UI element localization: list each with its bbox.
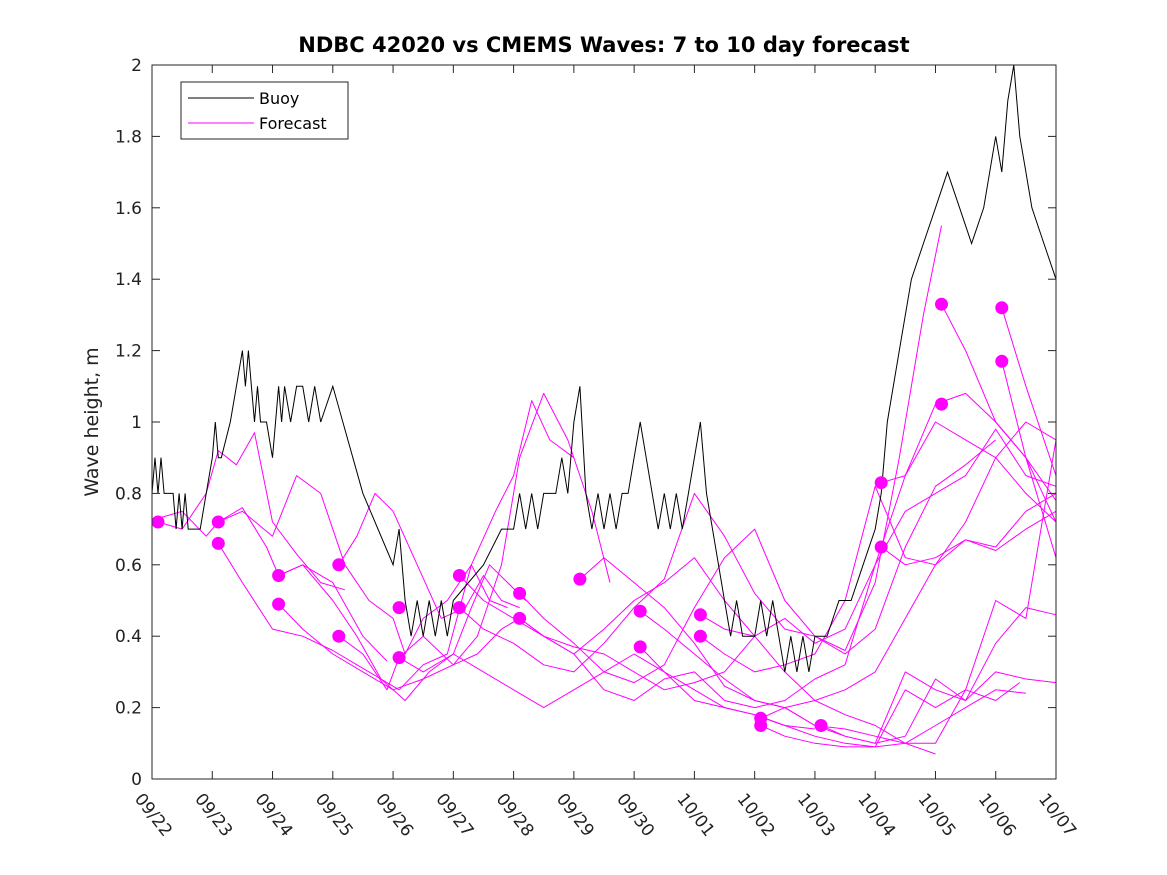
y-tick-label: 1.4 [115,270,142,290]
buoy-line [151,64,1057,672]
forecast-line [519,439,997,684]
y-tick-label: 2 [131,56,142,76]
forecast-line [218,475,508,655]
legend-buoy-label: Buoy [259,89,299,108]
forecast-line [1001,307,1057,476]
forecast-marker [272,597,286,611]
forecast-line [639,646,1021,748]
y-tick-label: 1.2 [115,342,142,362]
forecast-marker [754,719,768,732]
y-tick-label: 0.2 [115,699,142,719]
y-axis: 0 0.2 0.4 0.6 0.8 1 1.2 1.4 1.6 1.8 2 [115,56,1056,790]
y-tick-label: 0.8 [115,484,142,504]
marker-layer [151,297,1009,732]
forecast-marker [874,476,888,490]
forecast-marker [935,397,948,411]
forecast-line [941,303,1057,523]
forecast-marker [513,611,527,625]
forecast-line [459,225,942,673]
forecast-line [1001,361,1057,558]
forecast-marker [452,601,466,615]
forecast-marker [332,629,346,643]
y-tick-label: 1 [131,413,142,433]
forecast-line [338,492,520,619]
legend-box [180,81,349,140]
forecast-line [760,689,1026,748]
forecast-line [459,557,936,755]
forecast-marker [693,608,707,622]
forecast-line [700,485,1057,673]
forecast-line [278,400,575,691]
y-tick-label: 0.6 [115,556,142,576]
forecast-marker [693,629,707,643]
forecast-marker [452,569,466,582]
forecast-marker [874,540,888,554]
forecast-marker [995,301,1009,315]
chart-title: NDBC 42020 vs CMEMS Waves: 7 to 10 day f… [298,33,909,57]
forecast-marker [151,515,165,529]
y-axis-label: Wave height, m [81,347,103,496]
forecast-marker [392,651,406,665]
forecast-marker [211,536,225,550]
forecast-line [157,507,388,662]
legend: Buoy Forecast [180,81,349,140]
forecast-marker [513,586,527,600]
y-tick-label: 1.6 [115,199,142,219]
y-tick-label: 1.8 [115,127,142,147]
forecast-line [519,421,1057,709]
legend-forecast-label: Forecast [259,114,327,133]
y-tick-label: 0 [131,770,142,790]
forecast-marker [573,572,587,586]
forecast-marker [633,604,647,618]
forecast-marker [814,719,828,732]
forecast-line [278,392,611,691]
forecast-marker [935,297,948,311]
forecast-marker [332,558,346,572]
forecast-marker [995,354,1009,368]
forecast-marker [633,640,647,654]
forecast-line [579,421,1057,709]
y-tick-label: 0.4 [115,627,142,647]
forecast-marker [272,569,286,582]
forecast-line [880,510,1057,566]
forecast-marker [211,515,225,529]
forecast-marker [392,601,406,615]
forecast-line [820,671,1057,744]
